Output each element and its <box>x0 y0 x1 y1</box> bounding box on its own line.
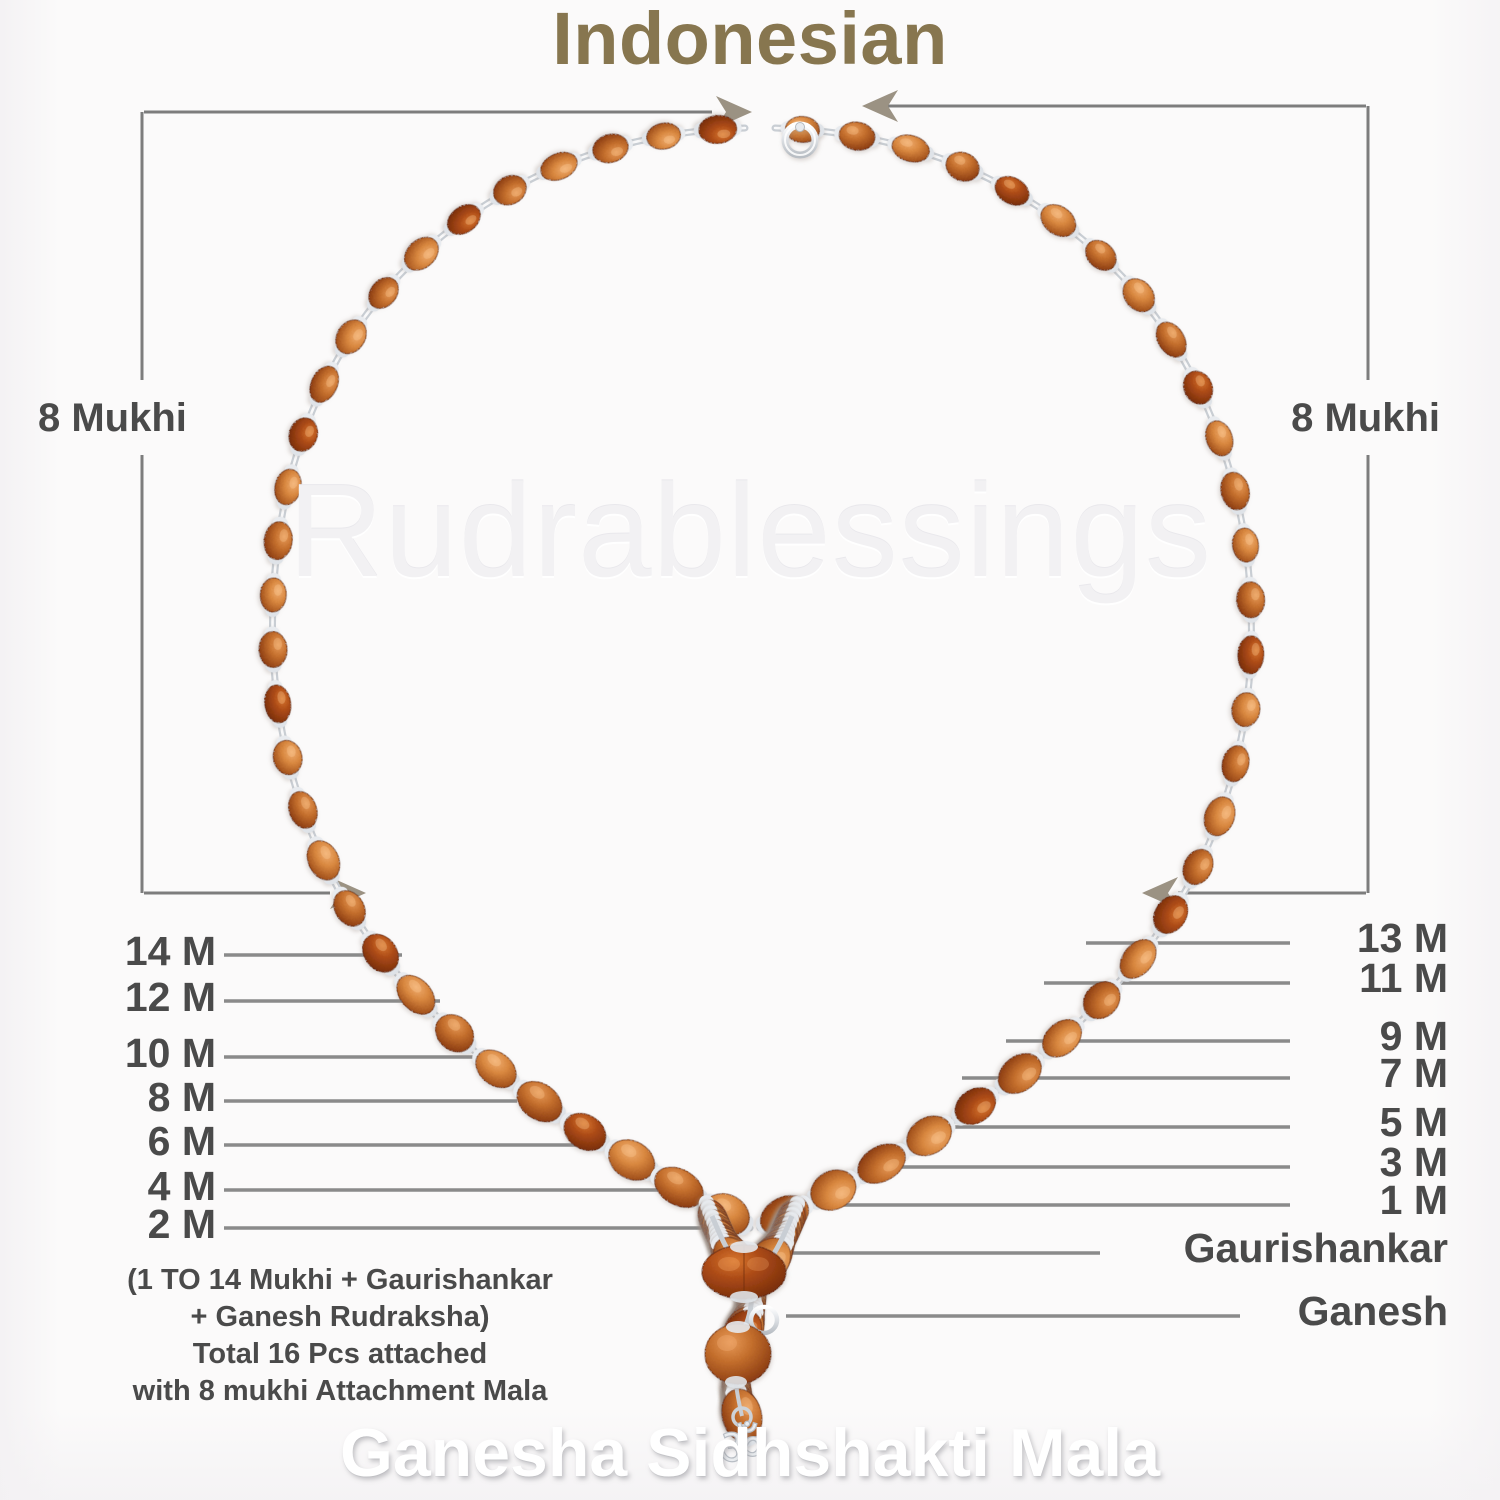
rudraksha-bead <box>536 151 582 182</box>
note-line-2: + Ganesh Rudraksha) <box>190 1301 490 1334</box>
note-line-1: (1 TO 14 Mukhi + Gaurishankar <box>127 1264 553 1296</box>
rudraksha-bead <box>650 1166 708 1209</box>
rudraksha-bead <box>401 234 442 273</box>
rudraksha-bead <box>604 1139 659 1181</box>
callout-left-1: 12 M <box>124 974 216 1020</box>
callout-right-1: 11 M <box>1359 955 1448 1001</box>
rudraksha-bead <box>258 626 288 673</box>
note-line-4: with 8 mukhi Attachment Mala <box>132 1375 548 1408</box>
rudraksha-bead <box>806 1169 861 1211</box>
rudraksha-bead <box>1231 523 1260 567</box>
ganesh-bead <box>704 1321 772 1388</box>
page-title: Indonesian <box>552 0 948 80</box>
svg-text:ॐ: ॐ <box>716 1418 763 1478</box>
callout-left-2: 10 M <box>124 1030 216 1076</box>
rudraksha-bead <box>288 413 319 456</box>
rudraksha-bead <box>991 175 1033 206</box>
om-charm-icon: ॐ <box>716 1406 764 1479</box>
callout-right-3: 7 M <box>1379 1050 1448 1096</box>
spring-ring-clasp-icon <box>781 121 819 159</box>
necklace-chain <box>269 124 1255 1232</box>
rudraksha-bead <box>1231 687 1261 732</box>
rudraksha-bead <box>1235 576 1266 623</box>
rudraksha-bead <box>332 886 367 931</box>
rudraksha-bead <box>1121 275 1157 315</box>
callout-left-3: 8 M <box>147 1074 216 1120</box>
rudraksha-bead <box>560 1112 610 1152</box>
rudraksha-bead <box>1154 318 1188 362</box>
callout-right-0: 13 M <box>1356 915 1448 961</box>
bracket-label-right: 8 Mukhi <box>1291 396 1440 440</box>
rudraksha-bead <box>994 1051 1045 1096</box>
rudraksha-bead <box>1221 740 1250 787</box>
rudraksha-bead <box>1182 366 1214 409</box>
callout-right-4: 5 M <box>1379 1099 1448 1145</box>
rudraksha-bead <box>1039 1017 1085 1060</box>
rudraksha-bead <box>1152 892 1189 938</box>
rudraksha-bead <box>366 274 401 312</box>
callout-right-5: 3 M <box>1379 1139 1448 1185</box>
note-line-3: Total 16 Pcs attached <box>192 1338 488 1371</box>
bracket-right <box>870 104 1370 895</box>
rudraksha-bead <box>272 735 303 780</box>
rudraksha-bead <box>1182 845 1214 889</box>
rudraksha-bead <box>1203 792 1236 841</box>
callout-right-8: Ganesh <box>1297 1288 1448 1334</box>
rudraksha-bead <box>334 316 368 358</box>
rudraksha-bead <box>309 361 340 407</box>
rudraksha-bead <box>489 174 531 206</box>
rudraksha-bead <box>306 836 341 885</box>
leader-lines-right <box>770 941 1290 1318</box>
rudraksha-bead <box>1204 416 1234 461</box>
rudraksha-bead <box>263 680 292 728</box>
arrow-top-right-icon <box>862 90 898 122</box>
callout-left-0: 14 M <box>124 928 216 974</box>
bracket-left <box>140 110 712 895</box>
callout-left-6: 2 M <box>147 1201 216 1247</box>
callout-left-4: 6 M <box>147 1118 216 1164</box>
rudraksha-bead <box>693 114 742 145</box>
rudraksha-bead <box>834 121 880 152</box>
rudraksha-bead <box>432 1012 477 1055</box>
product-name: Ganesha Sidhshakti Mala <box>339 1415 1161 1491</box>
rudraksha-bead <box>443 202 484 236</box>
rudraksha-bead <box>360 930 401 976</box>
rudraksha-bead <box>1117 936 1159 982</box>
rudraksha-bead <box>1237 630 1265 679</box>
callout-left-5: 4 M <box>147 1163 216 1209</box>
rudraksha-bead <box>887 134 935 163</box>
rudraksha-bead <box>1037 203 1080 239</box>
bracket-label-left: 8 Mukhi <box>38 396 187 440</box>
rudraksha-bead <box>263 516 293 565</box>
gaurishankar-bead <box>701 1241 787 1303</box>
rudraksha-bead <box>588 133 633 164</box>
rudraksha-bead <box>287 786 318 833</box>
rudraksha-bead <box>394 972 438 1018</box>
rudraksha-bead <box>641 122 686 150</box>
leader-lines-left <box>224 953 713 1230</box>
rudraksha-bead <box>273 464 302 510</box>
rudraksha-bead <box>853 1143 910 1185</box>
rudraksha-bead <box>951 1086 1000 1126</box>
rudraksha-bead <box>941 151 984 182</box>
rudraksha-bead <box>1220 467 1251 515</box>
rudraksha-bead <box>513 1079 566 1124</box>
rudraksha-bead <box>1080 979 1123 1022</box>
description-note: (1 TO 14 Mukhi + Gaurishankar + Ganesh R… <box>60 1262 620 1410</box>
watermark-text: Rudrablessings <box>288 457 1212 604</box>
callout-right-7: Gaurishankar <box>1183 1225 1448 1271</box>
callout-right-2: 9 M <box>1379 1013 1448 1059</box>
rudraksha-bead <box>1082 238 1119 273</box>
rudraksha-bead <box>259 572 287 617</box>
callout-right-6: 1 M <box>1379 1177 1448 1223</box>
